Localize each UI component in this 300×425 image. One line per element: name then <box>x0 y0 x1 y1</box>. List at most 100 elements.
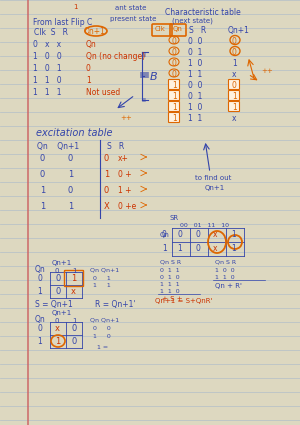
Text: Qn+1: Qn+1 <box>52 260 72 266</box>
Text: ++: ++ <box>120 115 132 121</box>
Text: Clk: Clk <box>155 26 166 32</box>
Text: 0  1: 0 1 <box>188 92 202 101</box>
Text: 1: 1 <box>172 92 177 101</box>
Text: 1: 1 <box>232 92 237 101</box>
Text: 0   x   x: 0 x x <box>33 40 61 49</box>
Text: X: X <box>104 202 110 211</box>
Text: 1: 1 <box>68 170 73 179</box>
Text: Qn: Qn <box>35 265 46 274</box>
Text: 0: 0 <box>162 230 167 239</box>
Text: Qn+1 = S+QnR': Qn+1 = S+QnR' <box>155 298 212 304</box>
Text: 1: 1 <box>104 170 109 179</box>
Text: Not used: Not used <box>86 88 120 97</box>
Text: (next state): (next state) <box>172 17 213 23</box>
Text: 0: 0 <box>68 154 73 163</box>
Text: 1     0: 1 0 <box>93 334 111 339</box>
Text: Qn: Qn <box>173 26 183 32</box>
Text: 0: 0 <box>55 274 60 283</box>
Text: 0  0: 0 0 <box>188 81 202 90</box>
Text: x: x <box>71 287 76 296</box>
Text: 0     1: 0 1 <box>93 276 111 281</box>
Text: 1   1   1: 1 1 1 <box>33 88 62 97</box>
Text: 1  1  0: 1 1 0 <box>215 275 235 280</box>
Text: 1: 1 <box>37 337 42 346</box>
Text: B: B <box>150 72 158 82</box>
Text: 1  1: 1 1 <box>188 70 202 79</box>
Text: 0: 0 <box>172 37 177 46</box>
Text: 0 +: 0 + <box>118 170 132 179</box>
Text: 0: 0 <box>232 37 237 46</box>
Text: 1: 1 <box>231 230 236 239</box>
Text: 0  1  1: 0 1 1 <box>160 268 180 273</box>
Text: x: x <box>232 114 236 123</box>
Text: 1: 1 <box>37 287 42 296</box>
FancyBboxPatch shape <box>169 91 179 100</box>
Text: 1 +: 1 + <box>118 186 131 195</box>
Text: Qn + R': Qn + R' <box>215 283 242 289</box>
Text: 1  0: 1 0 <box>188 103 202 112</box>
Text: Qn: Qn <box>86 40 97 49</box>
Text: 0: 0 <box>232 81 237 90</box>
Text: ++: ++ <box>261 68 273 74</box>
Text: Qn    Qn+1: Qn Qn+1 <box>37 142 79 151</box>
Text: 1: 1 <box>172 114 177 123</box>
Text: 1: 1 <box>40 186 45 195</box>
Text: Clk  S   R: Clk S R <box>34 28 68 37</box>
Text: 0: 0 <box>232 48 237 57</box>
Text: 0      1: 0 1 <box>55 318 77 324</box>
Text: 0: 0 <box>172 70 177 79</box>
Text: 0: 0 <box>71 337 76 346</box>
Text: 0: 0 <box>104 186 109 195</box>
Text: 1: 1 <box>162 244 167 253</box>
Text: ant state: ant state <box>115 5 146 11</box>
Text: 0: 0 <box>40 154 45 163</box>
Text: 0: 0 <box>195 230 200 239</box>
FancyBboxPatch shape <box>169 79 179 90</box>
Text: 0: 0 <box>177 230 182 239</box>
Text: 1: 1 <box>172 81 177 90</box>
Text: 1: 1 <box>232 103 237 112</box>
Text: 0: 0 <box>104 154 109 163</box>
Text: 0: 0 <box>68 186 73 195</box>
Text: Qn S R: Qn S R <box>160 260 181 265</box>
Text: 1   0   1: 1 0 1 <box>33 64 62 73</box>
Text: 1     1: 1 1 <box>93 283 111 288</box>
Text: 0: 0 <box>37 274 42 283</box>
Text: 00   01   11   10: 00 01 11 10 <box>180 223 229 228</box>
Text: 0      1: 0 1 <box>55 268 77 274</box>
Text: S   R: S R <box>107 142 124 151</box>
Text: 1   0   0: 1 0 0 <box>33 52 62 61</box>
Text: x: x <box>232 70 236 79</box>
Text: 0  1: 0 1 <box>188 48 202 57</box>
Text: 0: 0 <box>172 48 177 57</box>
Text: Qn Qn+1: Qn Qn+1 <box>90 268 119 273</box>
Text: 1: 1 <box>73 4 77 10</box>
Text: 0 +e: 0 +e <box>118 202 136 211</box>
FancyBboxPatch shape <box>229 79 239 90</box>
Text: Qn+1: Qn+1 <box>52 310 72 316</box>
Text: 1  0  0: 1 0 0 <box>215 268 235 273</box>
Text: present state: present state <box>110 16 156 22</box>
Text: From last Flip C: From last Flip C <box>33 18 92 27</box>
Text: + S +: + S + <box>162 296 183 302</box>
Text: Qn (no change): Qn (no change) <box>86 52 145 61</box>
Text: 0: 0 <box>71 324 76 333</box>
FancyBboxPatch shape <box>229 102 239 111</box>
Text: 1: 1 <box>232 59 237 68</box>
Text: 1  0: 1 0 <box>188 59 202 68</box>
Text: excitation table: excitation table <box>36 128 112 138</box>
Text: 1: 1 <box>71 274 76 283</box>
Text: 0: 0 <box>37 324 42 333</box>
Text: 1   1   0: 1 1 0 <box>33 76 62 85</box>
Text: 1: 1 <box>40 202 45 211</box>
Text: Qn Qn+1: Qn Qn+1 <box>90 318 119 323</box>
Text: 0  0: 0 0 <box>188 37 202 46</box>
Text: Qn: Qn <box>160 232 170 238</box>
Text: Characteristic table: Characteristic table <box>165 8 241 17</box>
Text: x: x <box>213 230 218 239</box>
Text: 0: 0 <box>195 244 200 253</box>
Text: 1: 1 <box>177 244 182 253</box>
FancyBboxPatch shape <box>169 113 179 122</box>
Text: x: x <box>55 324 60 333</box>
Text: 1: 1 <box>231 244 236 253</box>
